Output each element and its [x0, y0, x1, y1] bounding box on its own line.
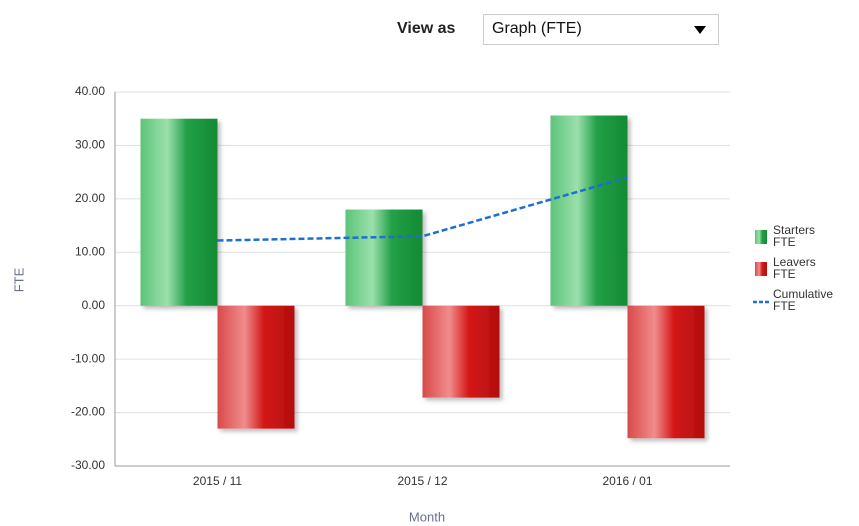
- view-as-label: View as: [397, 20, 456, 37]
- bar: [422, 305, 500, 398]
- bar: [627, 305, 705, 439]
- bar: [140, 118, 218, 306]
- y-tick-label: -20.00: [71, 405, 105, 419]
- y-tick-label: -30.00: [71, 458, 105, 472]
- legend-swatch: [755, 230, 767, 244]
- view-select[interactable]: Graph (FTE): [483, 14, 719, 45]
- y-tick-label: 40.00: [75, 84, 105, 98]
- y-tick-label: 20.00: [75, 191, 105, 205]
- y-axis-title: FTE: [11, 267, 26, 292]
- y-tick-label: -10.00: [71, 351, 105, 365]
- bar: [345, 209, 423, 306]
- x-tick-label: 2015 / 12: [397, 474, 447, 488]
- line-series: [217, 176, 628, 242]
- legend-label: Cumulative FTE: [773, 287, 834, 313]
- legend-label: Leavers FTE: [773, 255, 816, 281]
- x-tick-label: 2015 / 11: [193, 474, 242, 488]
- bar: [550, 115, 628, 306]
- y-tick-label: 0.00: [82, 298, 106, 312]
- y-tick-label: 30.00: [75, 138, 105, 152]
- legend-swatch: [755, 262, 767, 276]
- bar: [217, 305, 295, 429]
- y-tick-label: 10.00: [75, 244, 105, 258]
- x-tick-label: 2016 / 01: [602, 474, 652, 488]
- x-axis-title: Month: [409, 509, 445, 524]
- dropdown-arrow: [694, 26, 706, 34]
- selected-option: Graph (FTE): [492, 20, 582, 37]
- legend-label: Starters FTE: [773, 223, 816, 249]
